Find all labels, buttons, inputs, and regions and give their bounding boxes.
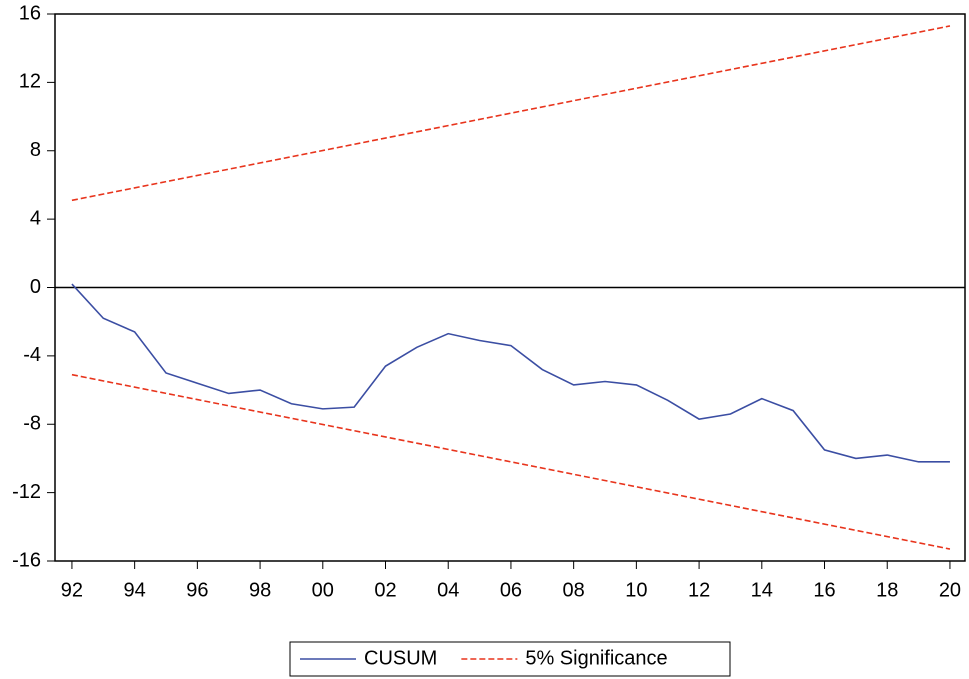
legend-box bbox=[289, 641, 731, 677]
y-tick-label: 0 bbox=[30, 276, 41, 298]
y-tick-label: 12 bbox=[19, 71, 41, 93]
y-tick-label: -16 bbox=[12, 549, 41, 571]
x-tick-label: 04 bbox=[437, 579, 459, 601]
series-line bbox=[71, 25, 951, 202]
y-tick-label: -4 bbox=[23, 344, 41, 366]
legend-label: CUSUM bbox=[364, 647, 437, 669]
y-tick-label: 8 bbox=[30, 139, 41, 161]
y-tick-label: -12 bbox=[12, 481, 41, 503]
y-tick-label: 16 bbox=[19, 2, 41, 24]
x-tick-label: 08 bbox=[563, 579, 585, 601]
x-tick-label: 94 bbox=[124, 579, 146, 601]
x-tick-label: 18 bbox=[876, 579, 898, 601]
y-tick-label: -8 bbox=[23, 413, 41, 435]
y-tick-label: 4 bbox=[30, 207, 41, 229]
x-tick-label: 16 bbox=[813, 579, 835, 601]
x-tick-label: 20 bbox=[939, 579, 961, 601]
x-tick-label: 02 bbox=[374, 579, 396, 601]
x-tick-label: 12 bbox=[688, 579, 710, 601]
x-tick-label: 10 bbox=[625, 579, 647, 601]
series-line bbox=[71, 373, 951, 550]
x-tick-label: 14 bbox=[751, 579, 773, 601]
series-line bbox=[71, 283, 950, 463]
legend-label: 5% Significance bbox=[525, 647, 667, 669]
x-tick-label: 00 bbox=[312, 579, 334, 601]
x-tick-label: 06 bbox=[500, 579, 522, 601]
x-tick-label: 98 bbox=[249, 579, 271, 601]
x-tick-label: 92 bbox=[61, 579, 83, 601]
x-tick-label: 96 bbox=[186, 579, 208, 601]
